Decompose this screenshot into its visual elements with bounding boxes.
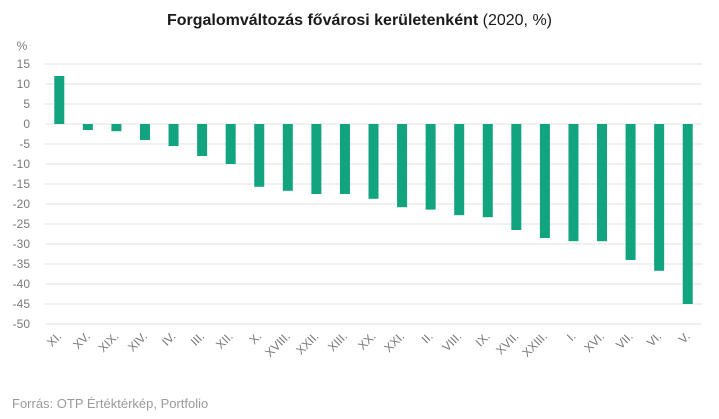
bar [282, 124, 293, 191]
x-tick-label: VIII. [439, 329, 464, 354]
bar [425, 124, 436, 210]
x-tick-label: VI. [644, 329, 664, 349]
bar [454, 124, 465, 216]
y-tick-label: -30 [13, 237, 31, 251]
bar [82, 124, 93, 130]
y-axis-unit-label: % [17, 39, 28, 53]
x-tick-label: II. [419, 329, 436, 346]
bar [397, 124, 408, 208]
x-tick-label: XXII. [293, 329, 321, 357]
x-tick-label: I. [564, 329, 579, 344]
y-tick-label: -15 [13, 177, 31, 191]
y-tick-label: -40 [13, 277, 31, 291]
x-tick-label: X. [246, 329, 264, 347]
x-tick-label: XVI. [581, 329, 607, 355]
y-tick-label: 10 [17, 77, 31, 91]
x-tick-label: XV. [70, 329, 93, 352]
bar [625, 124, 636, 260]
y-tick-label: -50 [13, 317, 31, 331]
bar [339, 124, 350, 194]
bar [682, 124, 693, 304]
bar [168, 124, 179, 146]
y-tick-label: -35 [13, 257, 31, 271]
x-tick-label: XVII. [493, 329, 521, 357]
x-tick-label: XVIII. [262, 329, 293, 360]
x-tick-label: XIII. [325, 329, 350, 354]
y-tick-label: -5 [19, 137, 30, 151]
chart-title-main: Forgalomváltozás fővárosi kerületenként [166, 12, 479, 29]
x-tick-label: III. [188, 329, 207, 348]
bar [54, 76, 65, 124]
bar [225, 124, 236, 164]
bars [54, 76, 693, 304]
x-tick-label: XXI. [381, 329, 407, 355]
x-tick-label: XXIII. [519, 329, 550, 360]
bar [111, 124, 122, 132]
bar [654, 124, 665, 271]
x-tick-label: XI. [44, 329, 64, 349]
grid-lines [45, 63, 702, 325]
x-axis-ticks: XI. XV. XIX. XIV. IV. III. XII. X.XVIII. XXII. XI… [44, 329, 693, 360]
y-tick-label: 5 [23, 97, 30, 111]
x-tick-label: XIV. [125, 329, 150, 354]
chart-title: Forgalomváltozás fővárosi kerületenként … [0, 12, 719, 30]
bar [597, 124, 608, 242]
y-axis-ticks: 15 10 5 0 -5 -10 -15 -20 -25 -30 -35 -40 -45 -50 [13, 57, 31, 331]
bar [139, 124, 150, 140]
y-tick-label: 15 [17, 57, 31, 71]
x-tick-label: V. [676, 329, 693, 346]
x-tick-label: VII. [613, 329, 636, 352]
bar [539, 124, 550, 238]
y-tick-label: 0 [23, 117, 30, 131]
x-tick-label: XII. [213, 329, 236, 352]
x-tick-label: IX. [473, 329, 493, 349]
bar [482, 124, 493, 218]
bar [311, 124, 322, 194]
y-tick-label: -20 [13, 197, 31, 211]
bar [254, 124, 265, 187]
bar [511, 124, 522, 230]
bar [568, 124, 579, 242]
x-tick-label: IV. [159, 329, 179, 349]
y-tick-label: -45 [13, 297, 31, 311]
chart-title-suffix: (2020, %) [478, 12, 552, 29]
x-tick-label: XIX. [96, 329, 122, 355]
x-tick-label: XX. [355, 329, 379, 353]
source-note: Forrás: OTP Értéktérkép, Portfolio [12, 396, 209, 411]
bar [368, 124, 379, 199]
bar [197, 124, 208, 156]
y-tick-label: -25 [13, 217, 31, 231]
y-tick-label: -10 [13, 157, 31, 171]
